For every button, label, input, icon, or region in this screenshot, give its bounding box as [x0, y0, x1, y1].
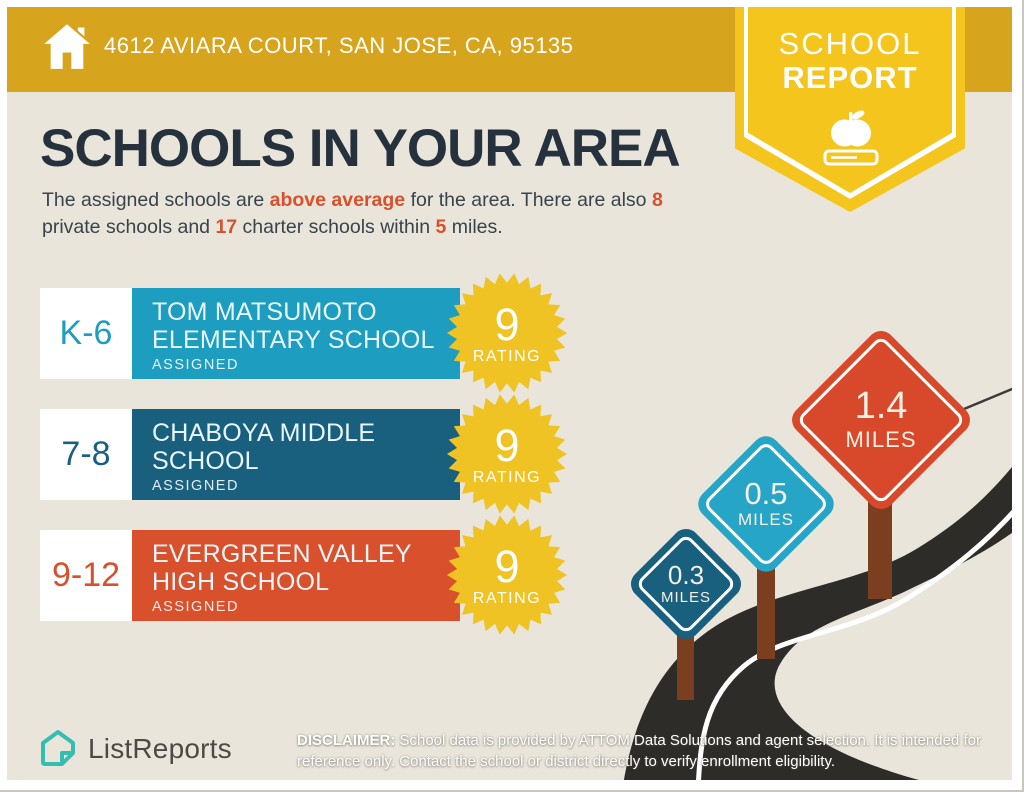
- starburst-icon: [446, 394, 568, 514]
- distance-sign-03-miles: 0.3 MILES: [625, 523, 747, 645]
- rating-value: 9: [494, 541, 520, 592]
- assigned-label: ASSIGNED: [152, 478, 239, 494]
- rating-badge: 9 RATING: [445, 392, 569, 516]
- rating-label: RATING: [472, 469, 542, 486]
- distance-value: 0.5: [744, 475, 788, 511]
- distance-unit: MILES: [845, 426, 917, 452]
- intro-text: private schools and: [42, 216, 216, 239]
- intro-highlight-above-average: above average: [269, 189, 406, 211]
- distance-sign-05-miles: 0.5 MILES: [692, 430, 840, 578]
- school-name: TOM MATSUMOTO ELEMENTARY SCHOOL: [152, 298, 435, 354]
- assigned-label: ASSIGNED: [152, 357, 239, 373]
- sign-post: [757, 555, 775, 659]
- badge-title-line2: REPORT: [782, 60, 918, 95]
- listreports-house-icon: [41, 730, 75, 766]
- listreports-logo: ListReports: [38, 728, 232, 770]
- school-bar: EVERGREEN VALLEY HIGH SCHOOL ASSIGNED: [132, 530, 460, 621]
- rating-label: RATING: [472, 348, 542, 365]
- starburst-icon: [446, 515, 568, 635]
- road-shape: [622, 454, 1022, 790]
- page-title: SCHOOLS IN YOUR AREA: [40, 119, 681, 178]
- apple-on-book-icon: [823, 110, 879, 166]
- intro-paragraph: The assigned schools are above average f…: [42, 187, 710, 242]
- school-report-badge: SCHOOL REPORT: [735, 0, 965, 212]
- intro-highlight-private-count: 8: [651, 189, 663, 211]
- distance-unit: MILES: [660, 589, 711, 607]
- school-row-high: 9-12 EVERGREEN VALLEY HIGH SCHOOL ASSIGN…: [40, 515, 580, 635]
- property-address: 4612 AVIARA COURT, SAN JOSE, CA, 95135: [104, 33, 574, 58]
- intro-text: miles.: [446, 216, 503, 239]
- school-name: EVERGREEN VALLEY HIGH SCHOOL: [152, 540, 412, 596]
- brand-name: ListReports: [88, 733, 232, 764]
- school-row-elementary: K-6 TOM MATSUMOTO ELEMENTARY SCHOOL ASSI…: [40, 273, 580, 393]
- assigned-label: ASSIGNED: [152, 599, 239, 615]
- sign-post: [868, 495, 892, 599]
- intro-highlight-miles: 5: [435, 216, 447, 239]
- intro-highlight-charter-count: 17: [215, 216, 238, 239]
- grade-range: 7-8: [40, 409, 132, 500]
- sign-post: [677, 626, 694, 700]
- rating-value: 9: [494, 299, 520, 350]
- distance-value: 1.4: [854, 385, 908, 428]
- school-name: CHABOYA MIDDLE SCHOOL: [152, 419, 376, 475]
- badge-title-line1: SCHOOL: [778, 26, 922, 61]
- school-bar: CHABOYA MIDDLE SCHOOL ASSIGNED: [132, 409, 460, 500]
- grade-range: 9-12: [40, 530, 132, 621]
- distance-unit: MILES: [737, 510, 795, 530]
- grade-range: K-6: [40, 288, 132, 379]
- rating-label: RATING: [472, 590, 542, 607]
- rating-value: 9: [494, 420, 520, 471]
- rating-badge: 9 RATING: [445, 513, 569, 637]
- disclaimer-text: DISCLAIMER: School data is provided by A…: [297, 732, 981, 770]
- school-bar: TOM MATSUMOTO ELEMENTARY SCHOOL ASSIGNED: [132, 288, 460, 379]
- intro-text: The assigned schools are: [42, 189, 270, 211]
- distance-value: 0.3: [667, 559, 705, 590]
- road-center-line: [695, 498, 1022, 790]
- intro-text: charter schools within: [237, 216, 436, 239]
- intro-text: for the area. There are also: [405, 189, 652, 211]
- starburst-icon: [446, 273, 568, 393]
- rating-badge: 9 RATING: [445, 271, 569, 395]
- distance-sign-14-miles: 1.4 MILES: [786, 325, 976, 515]
- school-row-middle: 7-8 CHABOYA MIDDLE SCHOOL ASSIGNED 9 RAT…: [40, 394, 580, 514]
- disclaimer-label: DISCLAIMER:: [297, 732, 396, 749]
- home-icon: [44, 24, 90, 69]
